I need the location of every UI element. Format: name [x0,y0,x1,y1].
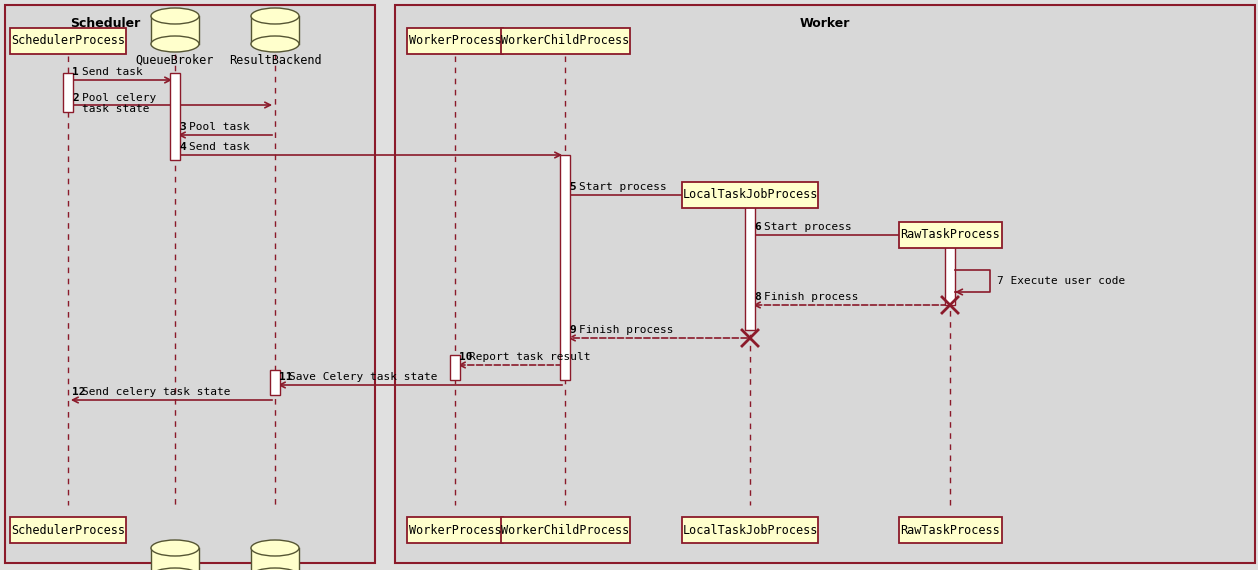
Text: Pool task: Pool task [189,122,250,132]
Bar [406,28,503,54]
Bar [501,517,629,543]
Text: Start process: Start process [579,182,667,192]
Text: 9: 9 [569,325,576,335]
Text: Send task: Send task [82,67,142,77]
Bar [560,155,570,380]
Bar [252,16,299,44]
Text: 4: 4 [179,142,186,152]
Ellipse shape [151,36,199,52]
Text: LocalTaskJobProcess: LocalTaskJobProcess [682,189,818,202]
Bar [151,548,199,570]
Text: Report task result: Report task result [469,352,590,362]
Bar [5,5,375,563]
Bar [898,222,1001,248]
Text: RawTaskProcess: RawTaskProcess [901,523,1000,536]
Bar [10,517,126,543]
Text: SchedulerProcess: SchedulerProcess [11,35,125,47]
Ellipse shape [252,568,299,570]
Ellipse shape [252,8,299,24]
Ellipse shape [151,568,199,570]
Bar [10,28,126,54]
Text: 8: 8 [754,292,761,302]
Text: Save Celery task state: Save Celery task state [289,372,438,382]
Bar [406,517,503,543]
Text: ResultBackend: ResultBackend [229,54,321,67]
Bar [450,355,460,380]
Text: LocalTaskJobProcess: LocalTaskJobProcess [682,523,818,536]
Text: Pool celery: Pool celery [82,93,156,103]
Text: QueueBroker: QueueBroker [136,54,214,67]
Bar [898,517,1001,543]
Text: WorkerProcess: WorkerProcess [409,523,501,536]
Text: 2: 2 [72,93,79,103]
Text: WorkerChildProcess: WorkerChildProcess [501,35,629,47]
Bar [745,199,755,330]
Text: 12: 12 [72,387,86,397]
Bar [682,517,818,543]
Text: 11: 11 [279,372,293,382]
Bar [170,73,180,160]
Text: Worker: Worker [800,17,850,30]
Text: 5: 5 [569,182,576,192]
Bar [501,28,629,54]
Text: 6: 6 [754,222,761,232]
Ellipse shape [151,540,199,556]
Text: task state: task state [82,104,150,114]
Bar [682,182,818,208]
Text: 1: 1 [72,67,79,77]
Bar [151,16,199,44]
Text: Send celery task state: Send celery task state [82,387,230,397]
Bar [945,243,955,305]
Text: Scheduler: Scheduler [70,17,140,30]
Ellipse shape [252,36,299,52]
Text: 7 Execute user code: 7 Execute user code [998,276,1125,286]
Ellipse shape [252,540,299,556]
Text: Send task: Send task [189,142,250,152]
Text: WorkerProcess: WorkerProcess [409,35,501,47]
Text: Finish process: Finish process [764,292,858,302]
Text: Start process: Start process [764,222,852,232]
Text: WorkerChildProcess: WorkerChildProcess [501,523,629,536]
Text: Finish process: Finish process [579,325,673,335]
Ellipse shape [151,8,199,24]
Bar [395,5,1255,563]
Bar [252,548,299,570]
Text: RawTaskProcess: RawTaskProcess [901,229,1000,242]
Bar [63,73,73,112]
Text: 3: 3 [179,122,186,132]
Bar [270,370,281,395]
Text: 10: 10 [459,352,473,362]
Text: SchedulerProcess: SchedulerProcess [11,523,125,536]
